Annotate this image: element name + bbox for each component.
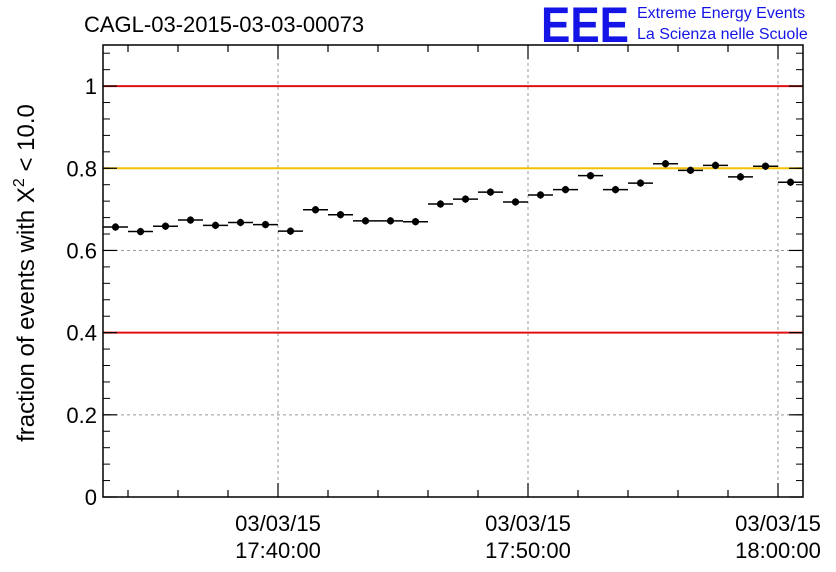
x-tick-time-label: 17:40:00 [235,538,321,563]
data-point [353,217,378,225]
data-point [428,200,453,208]
data-point [728,173,753,181]
grid-layer [103,45,803,497]
data-point [603,185,628,194]
data-marker [611,186,620,194]
y-tick-label: 1 [85,74,97,99]
logo-letters: EEE [541,0,629,53]
plot-frame [102,44,804,498]
data-marker [336,211,345,219]
data-point [278,227,303,235]
data-marker [436,200,445,208]
x-tick-time-label: 17:50:00 [485,538,571,563]
data-point [128,227,153,236]
data-point [378,217,403,225]
data-point [653,160,678,168]
data-marker [486,188,495,196]
data-point [478,188,503,196]
data-point [503,198,528,206]
data-marker [111,223,120,231]
eee-logo: EEE Extreme Energy Events La Scienza nel… [541,0,808,53]
data-marker [411,218,420,226]
data-marker [561,186,570,194]
data-marker [261,220,270,229]
x-tick-date-label: 03/03/15 [485,511,571,536]
data-point [703,161,728,170]
data-marker [711,161,720,169]
y-tick-label: 0.8 [66,156,97,181]
x-tick-time-label: 18:00:00 [735,538,821,563]
data-marker [761,162,770,170]
data-point [228,218,253,227]
data-marker [186,216,195,224]
data-marker [386,217,395,225]
data-marker [461,195,470,203]
data-point [528,191,553,199]
data-marker [736,173,745,181]
y-axis-ticks: 0 0.2 0.4 0.6 0.8 1 [66,52,803,510]
y-tick-label: 0.2 [66,403,97,428]
data-point [553,185,578,194]
y-tick-label: 0.4 [66,321,97,346]
data-point [303,206,328,214]
data-marker [311,206,320,214]
data-point [778,178,803,186]
data-point [678,166,703,175]
data-marker [236,218,245,227]
data-marker [136,227,145,236]
data-marker [586,172,595,180]
data-point [253,220,278,229]
data-marker [286,227,295,235]
chart-title: CAGL-03-2015-03-03-00073 [84,12,364,37]
data-point [153,222,178,230]
data-marker [211,221,220,229]
data-marker [536,191,545,199]
data-marker [686,166,695,174]
data-marker [661,160,670,168]
data-marker [786,178,795,186]
x-tick-date-label: 03/03/15 [235,511,321,536]
y-axis-label: fraction of events with X2 < 10.0 [11,104,40,442]
data-marker [161,222,170,230]
data-point [578,171,603,180]
logo-line-1: Extreme Energy Events [637,5,805,22]
y-tick-label: 0 [85,485,97,510]
reference-lines [103,85,803,334]
data-point [403,217,428,226]
data-point [103,223,128,231]
data-marker [511,198,520,206]
data-series [103,160,803,236]
data-point [753,162,778,170]
data-point [628,179,653,187]
x-axis-ticks: 03/03/1517:40:0003/03/1517:50:0003/03/15… [127,45,821,563]
data-point [328,211,353,219]
x-tick-date-label: 03/03/15 [735,511,821,536]
y-tick-label: 0.6 [66,238,97,263]
data-point [453,195,478,203]
data-point [203,221,228,230]
logo-line-2: La Scienza nelle Scuole [637,26,808,43]
data-point [178,216,203,224]
data-marker [361,217,370,225]
data-marker [636,179,645,187]
